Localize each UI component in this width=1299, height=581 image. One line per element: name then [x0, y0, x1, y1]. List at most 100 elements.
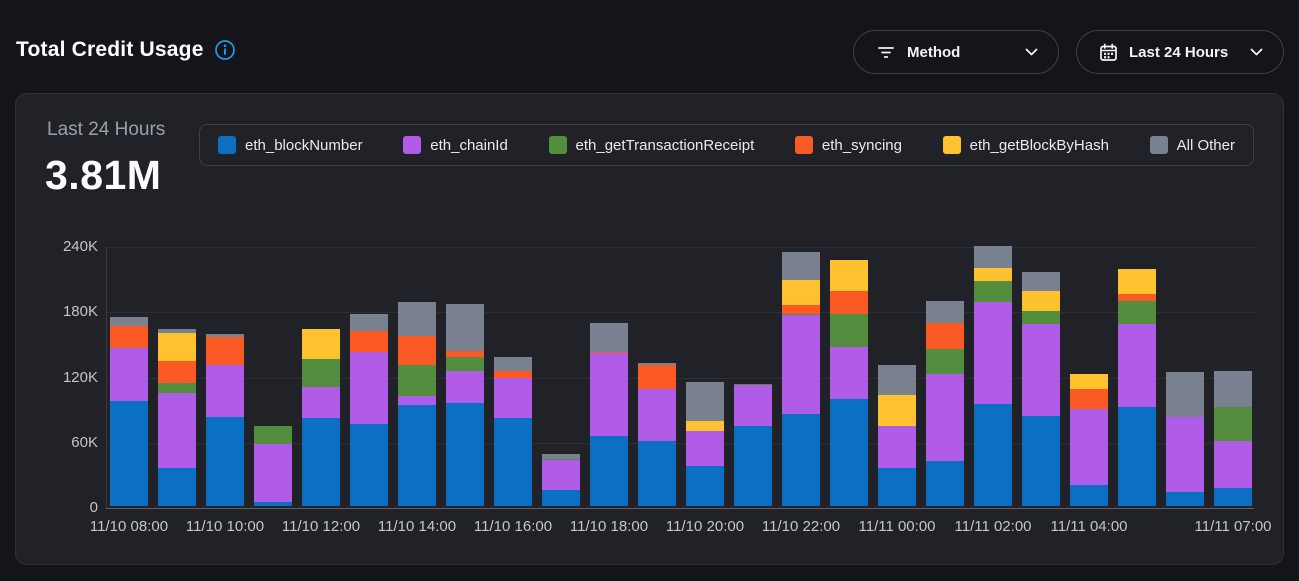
legend-item: All Other [1149, 136, 1235, 154]
legend-label: eth_getTransactionReceipt [575, 136, 755, 154]
y-axis-tick-label: 120K [62, 368, 98, 386]
bar-segment [1214, 440, 1252, 488]
legend-label: eth_syncing [821, 136, 902, 154]
time-range-label: Last 24 Hours [1129, 43, 1229, 61]
bar-segment [878, 364, 916, 396]
x-axis-tick-label: 11/10 14:00 [377, 518, 457, 535]
bar-segment [734, 384, 772, 386]
bar-segment [1022, 415, 1060, 506]
bar [782, 251, 820, 506]
x-axis-tick-label: 11/10 18:00 [569, 518, 649, 535]
bar-segment [158, 392, 196, 468]
bar [158, 328, 196, 506]
y-axis-tick-label: 0 [89, 499, 98, 516]
legend-item: eth_blockNumber [218, 136, 363, 154]
legend-item: eth_syncing [794, 136, 902, 154]
x-axis-tick-label: 11/10 08:00 [89, 518, 169, 535]
bar-segment [1070, 388, 1108, 410]
legend-swatch [942, 136, 961, 154]
bar-segment [1118, 300, 1156, 325]
bar [302, 328, 340, 506]
bar-segment [350, 313, 388, 331]
bar-segment [446, 357, 484, 372]
bar-segment [590, 352, 628, 437]
bar-segment [350, 424, 388, 506]
bar [398, 301, 436, 506]
bar [254, 425, 292, 506]
bar-segment [782, 251, 820, 280]
bar-segment [494, 417, 532, 506]
bar-segment [446, 303, 484, 351]
bar-segment [926, 461, 964, 506]
x-axis-tick-label: 11/10 20:00 [665, 518, 745, 535]
bar [974, 246, 1012, 506]
legend-swatch [403, 136, 422, 154]
bar-segment [206, 334, 244, 338]
bar-segment [398, 364, 436, 397]
legend-swatch [794, 136, 813, 154]
bar-segment [830, 313, 868, 348]
bar [446, 303, 484, 506]
bar-segment [110, 325, 148, 349]
bar-segment [206, 364, 244, 417]
bar-segment [830, 399, 868, 506]
bar [494, 357, 532, 506]
bar-segment [1166, 416, 1204, 492]
bar [1022, 272, 1060, 506]
bar-segment [1166, 491, 1204, 506]
bar-segment [206, 337, 244, 365]
bar-segment [302, 417, 340, 506]
bar-segment [590, 351, 628, 353]
bar-segment [638, 440, 676, 506]
gridline [106, 247, 1254, 248]
bar-segment [590, 436, 628, 506]
bar-segment [686, 382, 724, 422]
bar-segment [1022, 324, 1060, 416]
bar-segment [686, 465, 724, 506]
x-axis-tick-label: 11/11 00:00 [858, 518, 936, 535]
bar-segment [926, 349, 964, 375]
legend-label: eth_blockNumber [245, 136, 363, 154]
y-axis-line [106, 247, 107, 508]
bar-segment [926, 300, 964, 324]
bar-segment [782, 314, 820, 414]
bar-segment [542, 453, 580, 460]
time-range-dropdown[interactable]: Last 24 Hours [1076, 30, 1284, 74]
bar [638, 362, 676, 506]
bar-segment [446, 350, 484, 358]
bar-segment [110, 316, 148, 326]
y-axis-tick-label: 60K [71, 433, 98, 451]
bar-segment [158, 333, 196, 362]
bar-segment [494, 371, 532, 378]
bar-segment [734, 385, 772, 426]
stacked-bar-chart: 0 60K 120K 180K 240K 11/10 08:00 11/10 10:00 11… [16, 94, 1283, 564]
bar-segment [398, 336, 436, 365]
bar-segment [350, 351, 388, 425]
bar-segment [1070, 485, 1108, 506]
bar-segment [446, 402, 484, 506]
y-axis-tick-label: 180K [62, 303, 98, 321]
bar-segment [830, 347, 868, 400]
bar-segment [542, 460, 580, 490]
summary-period-label: Last 24 Hours [47, 119, 166, 140]
bar-segment [974, 246, 1012, 268]
bar-segment [1214, 487, 1252, 506]
bar-segment [542, 489, 580, 506]
info-icon[interactable] [214, 39, 236, 61]
bar [926, 300, 964, 506]
bar-segment [830, 290, 868, 314]
bar-segment [1022, 311, 1060, 325]
filter-icon [876, 42, 896, 62]
bar-segment [158, 361, 196, 384]
bar [206, 334, 244, 506]
bar-segment [302, 359, 340, 388]
bar-segment [782, 413, 820, 506]
x-axis-tick-label: 11/10 22:00 [761, 518, 841, 535]
credit-usage-card: Last 24 Hours 3.81M eth_blockNumber eth_c… [15, 93, 1284, 565]
x-axis-tick-label: 11/11 04:00 [1050, 518, 1128, 535]
bar-segment [782, 279, 820, 305]
bar-segment [542, 459, 580, 461]
bar-segment [1118, 293, 1156, 301]
method-filter-dropdown[interactable]: Method [853, 30, 1059, 74]
bar-segment [1070, 374, 1108, 389]
